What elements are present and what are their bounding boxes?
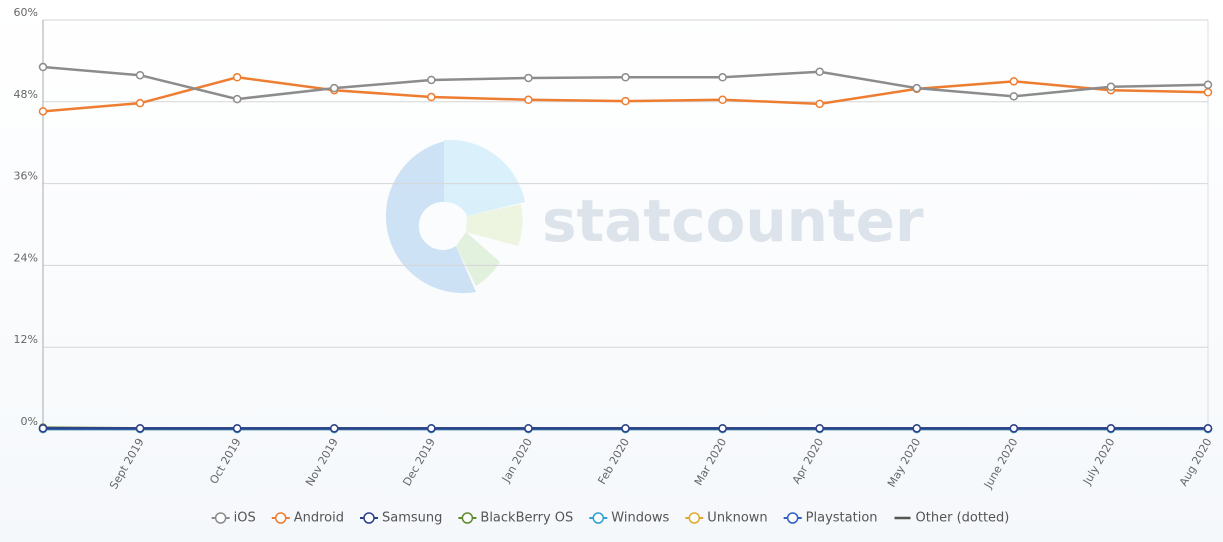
legend-item: Other (dotted) [894,511,1010,526]
watermark-logo [385,139,525,294]
legend-label: iOS [234,511,256,526]
data-point [330,424,339,433]
data-point [1106,424,1116,433]
legend-label: Other (dotted) [916,511,1010,526]
legend-marker [214,512,227,524]
data-point [718,95,727,105]
data-point [330,83,339,93]
data-point [1203,88,1213,97]
data-point [135,70,145,80]
y-tick-label: 36% [14,170,38,183]
legend-marker [688,512,701,524]
legend-marker [461,512,474,524]
data-point [38,62,48,72]
data-point [912,83,921,93]
data-point [427,424,436,433]
legend-item: Unknown [685,511,768,526]
y-tick-label: 24% [14,251,38,264]
data-point [621,73,630,82]
data-point [1106,82,1116,92]
data-point [621,424,630,433]
legend-label: Playstation [806,511,878,526]
data-point [621,96,630,106]
data-point [815,424,824,433]
legend-item: Samsung [360,511,442,526]
legend-marker [786,512,799,524]
legend-label: Android [294,511,344,526]
legend-label: Unknown [707,511,767,526]
data-point [524,424,533,433]
legend-item: Playstation [783,511,878,526]
data-point [427,92,436,102]
data-point [38,424,48,433]
y-tick-label: 48% [14,88,38,101]
watermark: statcounter [542,187,924,255]
legend-item: Windows [589,511,670,526]
legend-label: BlackBerry OS [480,511,573,526]
y-tick-label: 0% [21,415,38,428]
data-point [815,99,824,109]
data-point [718,424,727,433]
data-point [1203,80,1213,90]
data-point [232,94,242,104]
data-point [718,73,727,82]
data-point [1009,424,1019,433]
y-tick-label: 60% [14,6,38,19]
data-point [38,107,48,116]
data-point [1009,92,1019,101]
legend-item: BlackBerry OS [458,511,573,526]
data-point [232,73,242,82]
legend-label: Windows [611,511,669,526]
data-point [135,424,145,433]
data-point [135,98,145,108]
legend-marker [592,512,605,524]
data-point [1009,77,1019,86]
legend-marker [363,512,375,524]
data-point [912,424,921,433]
data-point [427,75,436,85]
legend-item: Android [271,511,344,526]
legend: iOS Android Samsung BlackBerry OS Windows Unk… [211,511,1010,526]
legend-label: Samsung [382,511,442,526]
y-tick-label: 12% [14,333,38,346]
data-point [232,424,242,433]
legend-item: iOS [211,511,256,526]
data-point [524,73,533,83]
data-point [815,67,824,77]
legend-marker [274,512,287,524]
data-point [524,95,533,105]
data-point [1203,424,1213,433]
